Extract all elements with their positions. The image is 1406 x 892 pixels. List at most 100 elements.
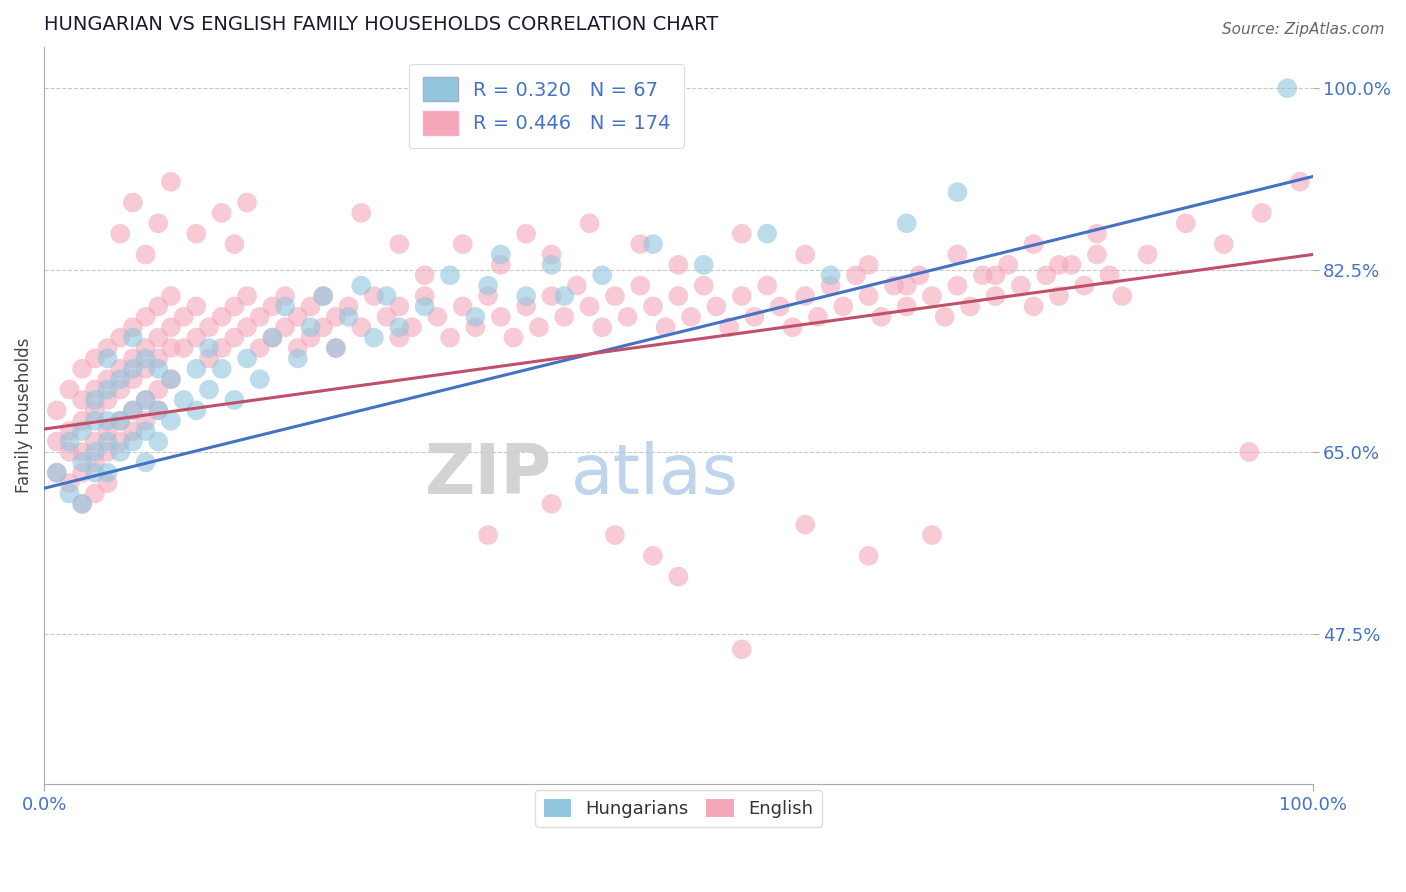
Point	[45, 403, 67, 417]
Point	[122, 195, 145, 210]
Point	[83, 466, 105, 480]
Point	[1047, 289, 1070, 303]
Point	[375, 310, 398, 324]
Point	[173, 341, 195, 355]
Point	[794, 247, 817, 261]
Point	[1212, 237, 1234, 252]
Point	[299, 330, 322, 344]
Point	[96, 392, 118, 407]
Point	[274, 289, 297, 303]
Point	[1098, 268, 1121, 283]
Point	[1277, 81, 1299, 95]
Point	[603, 289, 626, 303]
Point	[173, 392, 195, 407]
Point	[666, 258, 689, 272]
Point	[70, 455, 93, 469]
Point	[96, 372, 118, 386]
Point	[515, 289, 537, 303]
Point	[1073, 278, 1095, 293]
Point	[591, 268, 613, 283]
Point	[122, 320, 145, 334]
Point	[83, 392, 105, 407]
Point	[946, 278, 969, 293]
Point	[616, 310, 638, 324]
Point	[1174, 216, 1197, 230]
Point	[160, 414, 183, 428]
Point	[287, 351, 309, 366]
Point	[287, 341, 309, 355]
Point	[70, 497, 93, 511]
Point	[110, 414, 132, 428]
Point	[388, 320, 411, 334]
Point	[540, 289, 562, 303]
Point	[58, 486, 80, 500]
Point	[628, 237, 651, 252]
Point	[603, 528, 626, 542]
Legend: Hungarians, English: Hungarians, English	[534, 789, 823, 827]
Point	[58, 445, 80, 459]
Point	[858, 258, 880, 272]
Point	[413, 268, 436, 283]
Point	[211, 310, 233, 324]
Point	[110, 361, 132, 376]
Point	[83, 383, 105, 397]
Point	[489, 247, 512, 261]
Point	[186, 361, 208, 376]
Point	[135, 455, 157, 469]
Point	[363, 330, 385, 344]
Point	[820, 268, 842, 283]
Point	[413, 289, 436, 303]
Point	[186, 300, 208, 314]
Point	[299, 300, 322, 314]
Point	[807, 310, 830, 324]
Point	[83, 414, 105, 428]
Point	[845, 268, 868, 283]
Point	[426, 310, 449, 324]
Point	[578, 216, 600, 230]
Point	[135, 392, 157, 407]
Point	[540, 258, 562, 272]
Point	[83, 351, 105, 366]
Point	[794, 289, 817, 303]
Point	[249, 310, 271, 324]
Point	[337, 310, 360, 324]
Point	[540, 497, 562, 511]
Point	[489, 258, 512, 272]
Point	[1136, 247, 1159, 261]
Point	[439, 268, 461, 283]
Point	[921, 289, 943, 303]
Point	[122, 372, 145, 386]
Point	[122, 403, 145, 417]
Point	[375, 289, 398, 303]
Point	[413, 300, 436, 314]
Point	[135, 392, 157, 407]
Point	[274, 320, 297, 334]
Point	[756, 278, 779, 293]
Point	[731, 227, 754, 241]
Point	[654, 320, 676, 334]
Point	[148, 216, 170, 230]
Point	[527, 320, 550, 334]
Point	[477, 289, 499, 303]
Point	[96, 424, 118, 438]
Point	[984, 268, 1007, 283]
Point	[236, 351, 259, 366]
Point	[110, 434, 132, 449]
Point	[1047, 258, 1070, 272]
Point	[388, 237, 411, 252]
Point	[946, 185, 969, 199]
Point	[1111, 289, 1133, 303]
Point	[883, 278, 905, 293]
Point	[325, 341, 347, 355]
Point	[870, 310, 893, 324]
Point	[477, 278, 499, 293]
Point	[451, 237, 474, 252]
Y-axis label: Family Households: Family Households	[15, 338, 32, 493]
Point	[122, 403, 145, 417]
Point	[173, 310, 195, 324]
Point	[83, 486, 105, 500]
Point	[997, 258, 1019, 272]
Point	[70, 414, 93, 428]
Point	[464, 320, 486, 334]
Point	[350, 320, 373, 334]
